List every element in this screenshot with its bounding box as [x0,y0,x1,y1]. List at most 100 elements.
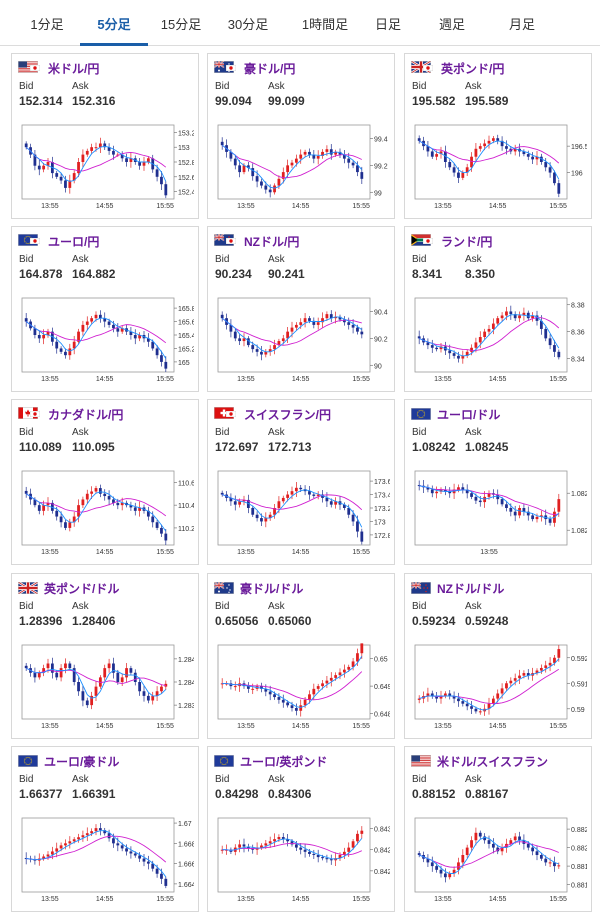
price-chart[interactable]: 165.8 165.6 165.4 165.2 165 13:55 14:55 15:55 [18,294,194,390]
fx-card[interactable]: ランド/円 Bid Ask 8.341 8.350 8.38 8.36 8.34 13… [404,226,592,392]
ask-value: 0.88167 [465,787,509,801]
tab-timeframe-8[interactable]: 月足 [508,17,535,32]
fx-card[interactable]: NZドル/ドル Bid Ask 0.59234 0.59248 0.592 0.5… [404,573,592,739]
pair-title-link[interactable]: ユーロ/英ポンド [214,753,327,769]
pair-title-link[interactable]: 英ポンド/円 [411,60,504,76]
tab-timeframe-1[interactable]: 1分足 [30,17,64,32]
price-chart[interactable]: 0.843 0.8428 0.8426 13:55 14:55 15:55 [214,814,390,910]
ask-label: Ask [268,774,285,785]
candle-body [90,147,94,151]
price-chart[interactable]: 173.6 173.4 173.2 173 172.8 13:55 14:55 15:55 [214,467,390,563]
price-chart[interactable]: 1.67 1.668 1.666 1.664 13:55 14:55 15:55 [18,814,194,910]
pair-title-link[interactable]: 米ドル/スイスフラン [411,753,548,769]
candle-body [299,705,303,711]
pair-title-link[interactable]: 米ドル/円 [18,60,99,76]
fx-card[interactable]: 豪ドル/ドル Bid Ask 0.65056 0.65060 0.65 0.649… [207,573,395,739]
candle-body [478,832,482,837]
candle-body [281,338,285,342]
candle-body [103,493,107,497]
pair-name: ランド/円 [441,234,493,249]
ma-slow-line [418,140,560,164]
candle-body [461,487,465,490]
candle-body [526,154,530,157]
candle-body [347,847,351,852]
price-chart[interactable]: 0.65 0.649 0.648 13:55 14:55 15:55 [214,641,390,737]
fx-card[interactable]: ユーロ/円 Bid Ask 164.878 164.882 165.8 165.6… [11,226,199,392]
candle-body [164,533,168,541]
pair-title-link[interactable]: ユーロ/円 [18,233,99,249]
candle-body [133,335,137,339]
candle-body [90,695,94,706]
price-chart[interactable]: 0.592 0.591 0.59 13:55 14:55 15:55 [411,641,587,737]
pair-title-link[interactable]: NZドル/ドル [411,580,504,596]
price-chart[interactable]: 1.0825 1.082 13:55 [411,467,587,563]
fx-card[interactable]: NZドル/円 Bid Ask 90.234 90.241 90.4 90.2 90 1… [207,226,395,392]
bid-value: 8.341 [412,267,443,281]
fx-card[interactable]: ユーロ/豪ドル Bid Ask 1.66377 1.66391 1.67 1.66… [11,746,199,912]
bid-label: Bid [412,601,427,612]
ma-fast-line [221,144,363,189]
candle-body [448,873,452,878]
candle-body [430,693,434,697]
x-tick-label: 14:55 [489,896,507,903]
tab-timeframe-7[interactable]: 週足 [438,17,465,32]
tab-timeframe-4[interactable]: 30分足 [227,17,269,32]
candle-body [72,173,76,181]
candle-body [251,345,255,350]
price-chart[interactable]: 196.5 196 13:55 14:55 15:55 [411,121,587,217]
pair-title-link[interactable]: 英ポンド/ドル [18,580,119,596]
candle-body [85,700,89,706]
pair-title-link[interactable]: カナダドル/円 [18,406,123,422]
candle-body [242,338,246,342]
fx-card[interactable]: 英ポンド/ドル Bid Ask 1.28396 1.28406 1.28451.… [11,573,199,739]
price-chart[interactable]: 1.2845 1.284 1.2835 13:55 14:55 15:55 [18,641,194,737]
currency-flag-icon [214,755,234,767]
fx-card[interactable]: 米ドル/スイスフラン Bid Ask 0.88152 0.88167 0.882… [404,746,592,912]
tab-timeframe-2[interactable]: 5分足 [80,0,148,46]
price-chart[interactable]: 110.6 110.4 110.2 13:55 14:55 15:55 [18,467,194,563]
fx-card[interactable]: カナダドル/円 Bid Ask 110.089 110.095 110.6 110… [11,399,199,565]
price-chart[interactable]: 0.8825 0.882 0.8815 0.881 13:55 14:55 15:55 [411,814,587,910]
price-chart[interactable]: 8.38 8.36 8.34 13:55 14:55 15:55 [411,294,587,390]
candle-body [77,682,80,692]
fx-card[interactable]: 英ポンド/円 Bid Ask 195.582 195.589 196.5 196 1… [404,53,592,219]
fx-card[interactable]: ユーロ/ドル Bid Ask 1.08242 1.08245 1.08251.0… [404,399,592,565]
candle-body [487,328,491,332]
fx-card[interactable]: 米ドル/円 Bid Ask 152.314 152.316 153.2 153 15… [11,53,199,219]
pair-title-link[interactable]: ユーロ/ドル [411,406,500,422]
price-chart[interactable]: 90.4 90.2 90 13:55 14:55 15:55 [214,294,390,390]
candle-body [509,680,513,684]
pair-title-link[interactable]: 豪ドル/円 [214,60,295,76]
candle-body [496,847,500,852]
candle-body [68,348,72,356]
pair-title-link[interactable]: ランド/円 [411,233,492,249]
candle-body [439,346,443,350]
tab-timeframe-6[interactable]: 日足 [374,17,401,32]
ask-label: Ask [465,81,482,92]
candle-body [246,165,250,169]
candle-body [470,706,473,709]
candle-body [539,320,543,329]
pair-title-link[interactable]: NZドル/円 [214,233,299,249]
pair-name: 米ドル/円 [48,61,100,76]
candle-body [487,840,491,844]
candle-body [321,683,324,687]
pair-title-link[interactable]: スイスフラン/円 [214,406,331,422]
candle-body [470,493,473,497]
price-chart[interactable]: 99.4 99.2 99 13:55 14:55 15:55 [214,121,390,217]
pair-title-link[interactable]: ユーロ/豪ドル [18,753,119,769]
ma-slow-line [26,835,167,863]
fx-card[interactable]: スイスフラン/円 Bid Ask 172.697 172.713 173.6 17… [207,399,395,565]
candle-body [59,176,63,181]
tab-timeframe-5[interactable]: 1時間足 [301,17,349,32]
pair-title-link[interactable]: 豪ドル/ドル [214,580,303,596]
price-chart[interactable]: 153.2 153 152.8 152.6 152.4 13:55 14:55 15:55 [18,121,194,217]
candle-body [308,491,311,495]
fx-card[interactable]: 豪ドル/円 Bid Ask 99.094 99.099 99.4 99.2 99 13… [207,53,395,219]
tab-timeframe-3[interactable]: 15分足 [160,17,202,32]
candle-body [90,831,94,834]
candle-body [281,497,285,502]
candle-body [474,832,478,841]
y-tick-label: 1.284 [178,680,194,687]
fx-card[interactable]: ユーロ/英ポンド Bid Ask 0.84298 0.84306 0.843 0.… [207,746,395,912]
